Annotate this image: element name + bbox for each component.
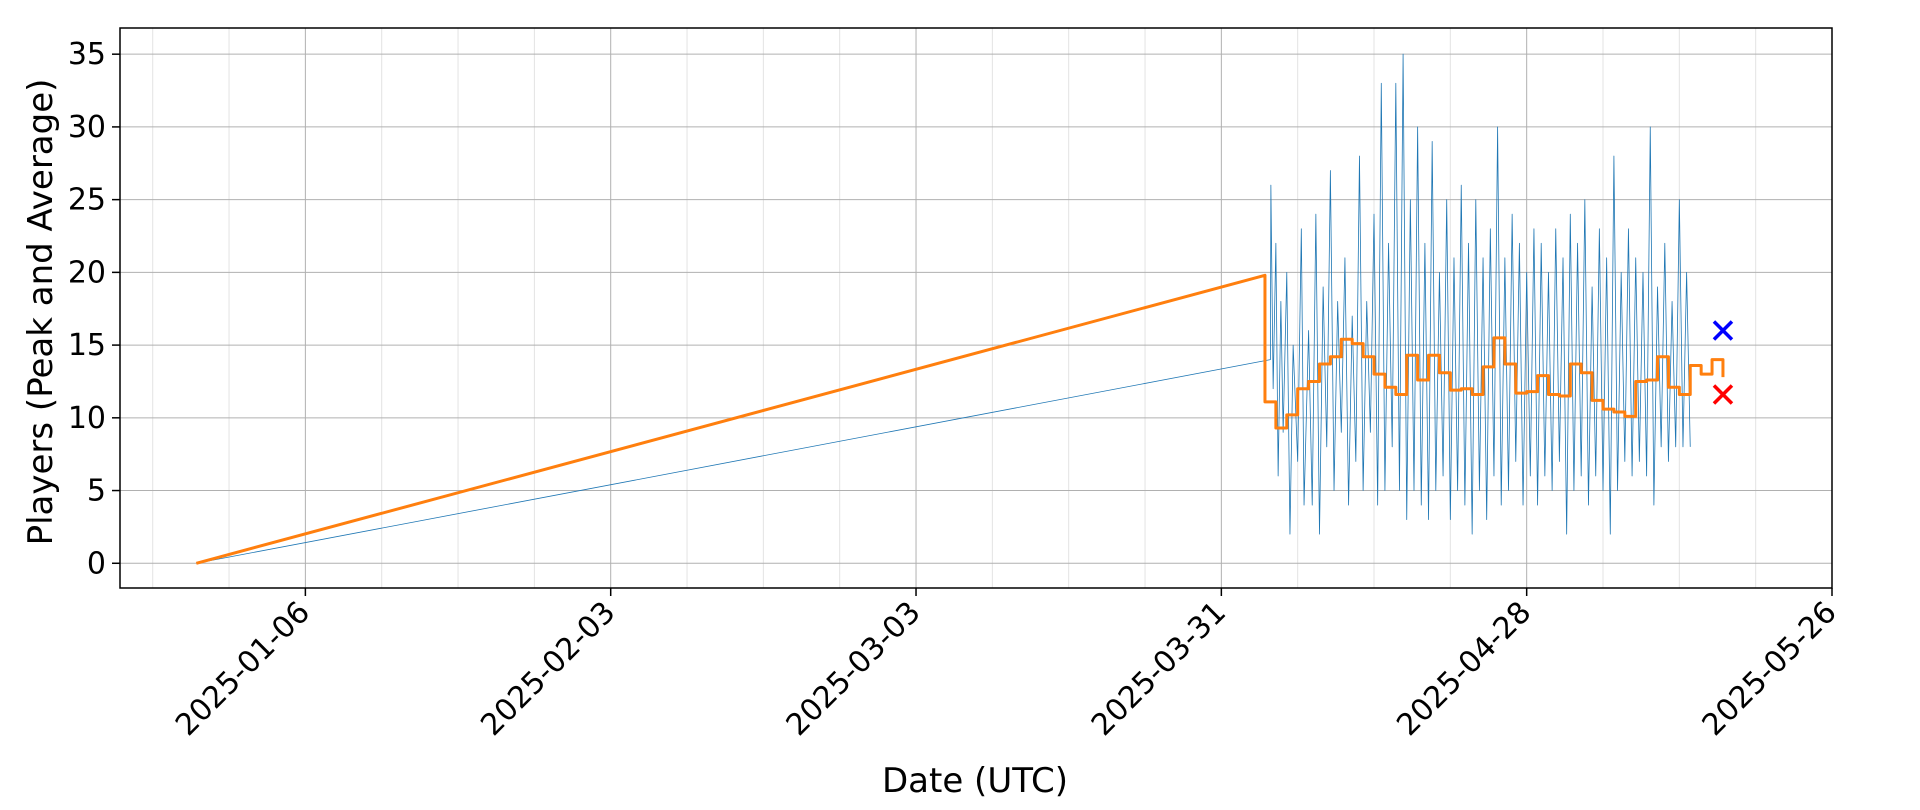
x-tick-label: 2025-03-31 — [1085, 595, 1233, 743]
x-axis-label: Date (UTC) — [882, 761, 1068, 801]
plot-frame — [119, 27, 1833, 589]
marker-layer — [1712, 320, 1734, 405]
x-tick-label: 2025-03-03 — [780, 595, 928, 743]
y-tick-label: 25 — [68, 183, 106, 218]
y-tick-label: 10 — [68, 401, 106, 436]
peak-current-marker — [1712, 320, 1734, 341]
major-grid — [120, 28, 1833, 588]
peak-players-line — [196, 53, 1691, 564]
average-players-line — [195, 273, 1725, 565]
y-axis-label: Players (Peak and Average) — [21, 79, 61, 546]
y-tick-label: 5 — [87, 474, 106, 509]
x-tick-label: 2025-04-28 — [1390, 595, 1538, 743]
y-tick-label: 0 — [87, 546, 106, 581]
y-tick-label: 15 — [68, 328, 106, 363]
minor-grid — [152, 28, 1757, 588]
y-tick-label: 30 — [68, 110, 106, 145]
series-layer — [195, 53, 1725, 565]
average-current-marker — [1712, 384, 1734, 405]
x-tick-label: 2025-01-06 — [169, 595, 317, 743]
x-tick-label: 2025-05-26 — [1696, 595, 1844, 743]
y-tick-label: 35 — [68, 37, 106, 72]
y-tick-label: 20 — [68, 255, 106, 290]
x-tick-label: 2025-02-03 — [474, 595, 622, 743]
ticks-layer: 2025-01-06 2025-02-03 2025-03-03 2025-03-31… — [68, 37, 1844, 743]
